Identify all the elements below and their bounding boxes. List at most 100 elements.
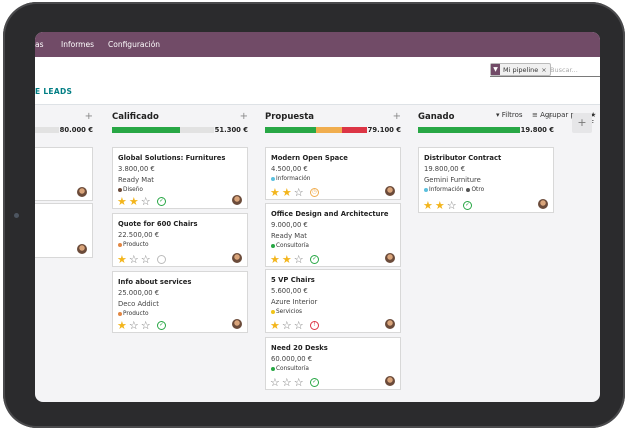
priority-stars[interactable]: ★ ☆ ☆ xyxy=(270,320,304,331)
column-quick-create-button[interactable]: + xyxy=(239,111,248,122)
activity-status-icon[interactable]: ✓ xyxy=(463,201,472,210)
activity-status-icon[interactable]: ✓ xyxy=(310,255,319,264)
favorites-label: F xyxy=(590,119,595,127)
kanban-card[interactable]: Office Design and Architecture 9.000,00 €… xyxy=(265,203,401,267)
column-progress-bar[interactable] xyxy=(112,127,214,133)
add-column-button[interactable]: + xyxy=(572,113,592,133)
favorites-button[interactable]: ★ F xyxy=(590,111,600,127)
priority-stars[interactable]: ★ ☆ ☆ xyxy=(117,320,151,331)
column-quick-create-button[interactable]: + xyxy=(392,111,401,122)
star-filled-icon[interactable]: ★ xyxy=(117,195,127,208)
search-bar[interactable]: ▼ Mi pipeline × Buscar... xyxy=(490,63,600,77)
column-progress-bar[interactable] xyxy=(35,127,59,133)
tag-color-dot xyxy=(271,176,275,181)
activity-status-icon[interactable]: ◷ xyxy=(310,188,319,197)
kanban-card[interactable] xyxy=(35,147,93,201)
column-title[interactable]: Calificado xyxy=(112,112,159,122)
star-filled-icon[interactable]: ★ xyxy=(281,253,292,266)
star-filled-icon[interactable]: ★ xyxy=(434,199,445,212)
menu-item-informes[interactable]: Informes xyxy=(61,40,94,49)
star-empty-icon[interactable]: ☆ xyxy=(446,199,457,212)
star-empty-icon[interactable]: ☆ xyxy=(293,253,304,266)
menu-item-ventas[interactable]: as xyxy=(35,40,44,49)
star-filled-icon[interactable]: ★ xyxy=(117,253,127,266)
progress-segment[interactable] xyxy=(265,127,316,133)
star-empty-icon[interactable]: ☆ xyxy=(293,319,304,332)
breadcrumb[interactable]: E LEADS xyxy=(35,87,73,96)
star-filled-icon[interactable]: ★ xyxy=(117,319,127,332)
search-facet[interactable]: ▼ Mi pipeline × xyxy=(490,63,551,76)
priority-stars[interactable]: ★ ★ ☆ xyxy=(270,187,304,198)
facet-remove-icon[interactable]: × xyxy=(541,65,547,74)
salesperson-avatar[interactable] xyxy=(232,319,242,329)
progress-segment[interactable] xyxy=(112,127,181,133)
column-quick-create-button[interactable]: + xyxy=(84,111,93,122)
star-filled-icon[interactable]: ★ xyxy=(281,186,292,199)
star-empty-icon[interactable]: ☆ xyxy=(293,186,304,199)
salesperson-avatar[interactable] xyxy=(232,195,242,205)
salesperson-avatar[interactable] xyxy=(77,244,87,254)
tag: Producto xyxy=(118,311,149,317)
tag: Producto xyxy=(118,242,149,248)
column-total: 79.100 € xyxy=(367,126,401,134)
priority-stars[interactable]: ☆ ☆ ☆ xyxy=(270,377,304,388)
column-title[interactable]: Ganado xyxy=(418,112,455,122)
kanban-card[interactable]: Modern Open Space 4.500,00 € Información ★ ★… xyxy=(265,147,401,200)
activity-status-icon[interactable]: ✓ xyxy=(310,378,319,387)
star-empty-icon[interactable]: ☆ xyxy=(281,376,292,389)
priority-stars[interactable]: ★ ★ ☆ xyxy=(423,200,457,211)
salesperson-avatar[interactable] xyxy=(385,376,395,386)
tag-label: Consultoría xyxy=(276,243,309,249)
kanban-card[interactable]: 5 VP Chairs 5.600,00 € Azure Interior Servi… xyxy=(265,269,401,333)
column-progress-bar[interactable] xyxy=(265,127,367,133)
star-empty-icon[interactable]: ☆ xyxy=(293,376,304,389)
kanban-card[interactable]: Global Solutions: Furnitures 3.800,00 € Re… xyxy=(112,147,248,209)
card-customer: Deco Addict xyxy=(118,300,159,308)
column-title[interactable]: Propuesta xyxy=(265,112,315,122)
column-quick-create-button[interactable]: + xyxy=(545,111,554,122)
priority-stars[interactable]: ★ ★ ☆ xyxy=(117,196,151,207)
kanban-card[interactable]: Info about services 25.000,00 € Deco Addic… xyxy=(112,271,248,333)
activity-status-icon[interactable] xyxy=(157,255,166,264)
card-expected-revenue: 25.000,00 € xyxy=(118,289,160,297)
salesperson-avatar[interactable] xyxy=(385,319,395,329)
kanban-column: +80.000 € xyxy=(35,105,93,402)
salesperson-avatar[interactable] xyxy=(538,199,548,209)
salesperson-avatar[interactable] xyxy=(385,186,395,196)
star-empty-icon[interactable]: ☆ xyxy=(281,319,292,332)
star-empty-icon[interactable]: ☆ xyxy=(128,319,139,332)
priority-stars[interactable]: ★ ★ ☆ xyxy=(270,254,304,265)
star-empty-icon[interactable]: ☆ xyxy=(140,319,151,332)
priority-stars[interactable]: ★ ☆ ☆ xyxy=(117,254,151,265)
activity-status-icon[interactable]: ! xyxy=(310,321,319,330)
star-filled-icon[interactable]: ★ xyxy=(423,199,433,212)
card-title: Quote for 600 Chairs xyxy=(118,220,198,228)
kanban-card[interactable]: Need 20 Desks 60.000,00 € Consultoría ☆ ☆ ☆ ✓ xyxy=(265,337,401,390)
salesperson-avatar[interactable] xyxy=(77,187,87,197)
activity-status-icon[interactable]: ✓ xyxy=(157,321,166,330)
search-input[interactable]: Buscar... xyxy=(550,66,578,74)
salesperson-avatar[interactable] xyxy=(385,253,395,263)
card-tags: Información Otro xyxy=(424,187,484,193)
progress-segment[interactable] xyxy=(341,127,367,133)
filters-button[interactable]: ▾ Filtros xyxy=(496,111,523,119)
activity-status-icon[interactable]: ✓ xyxy=(157,197,166,206)
kanban-card[interactable]: Distributor Contract 19.800,00 € Gemini Fu… xyxy=(418,147,554,213)
kanban-card[interactable]: Quote for 600 Chairs 22.500,00 € Producto ★… xyxy=(112,213,248,267)
star-empty-icon[interactable]: ☆ xyxy=(140,195,151,208)
star-filled-icon[interactable]: ★ xyxy=(270,319,280,332)
star-filled-icon[interactable]: ★ xyxy=(270,186,280,199)
star-filled-icon[interactable]: ★ xyxy=(270,253,280,266)
star-empty-icon[interactable]: ☆ xyxy=(140,253,151,266)
group-by-button[interactable]: ≡ Agrupar por xyxy=(532,111,582,119)
star-filled-icon[interactable]: ★ xyxy=(128,195,139,208)
kanban-card[interactable] xyxy=(35,203,93,258)
tag: Servicios xyxy=(271,309,302,315)
progress-segment[interactable] xyxy=(316,127,342,133)
column-progress-bar[interactable] xyxy=(418,127,520,133)
menu-item-configuracion[interactable]: Configuración xyxy=(108,40,161,49)
progress-segment[interactable] xyxy=(418,127,520,133)
star-empty-icon[interactable]: ☆ xyxy=(128,253,139,266)
salesperson-avatar[interactable] xyxy=(232,253,242,263)
star-empty-icon[interactable]: ☆ xyxy=(270,376,280,389)
